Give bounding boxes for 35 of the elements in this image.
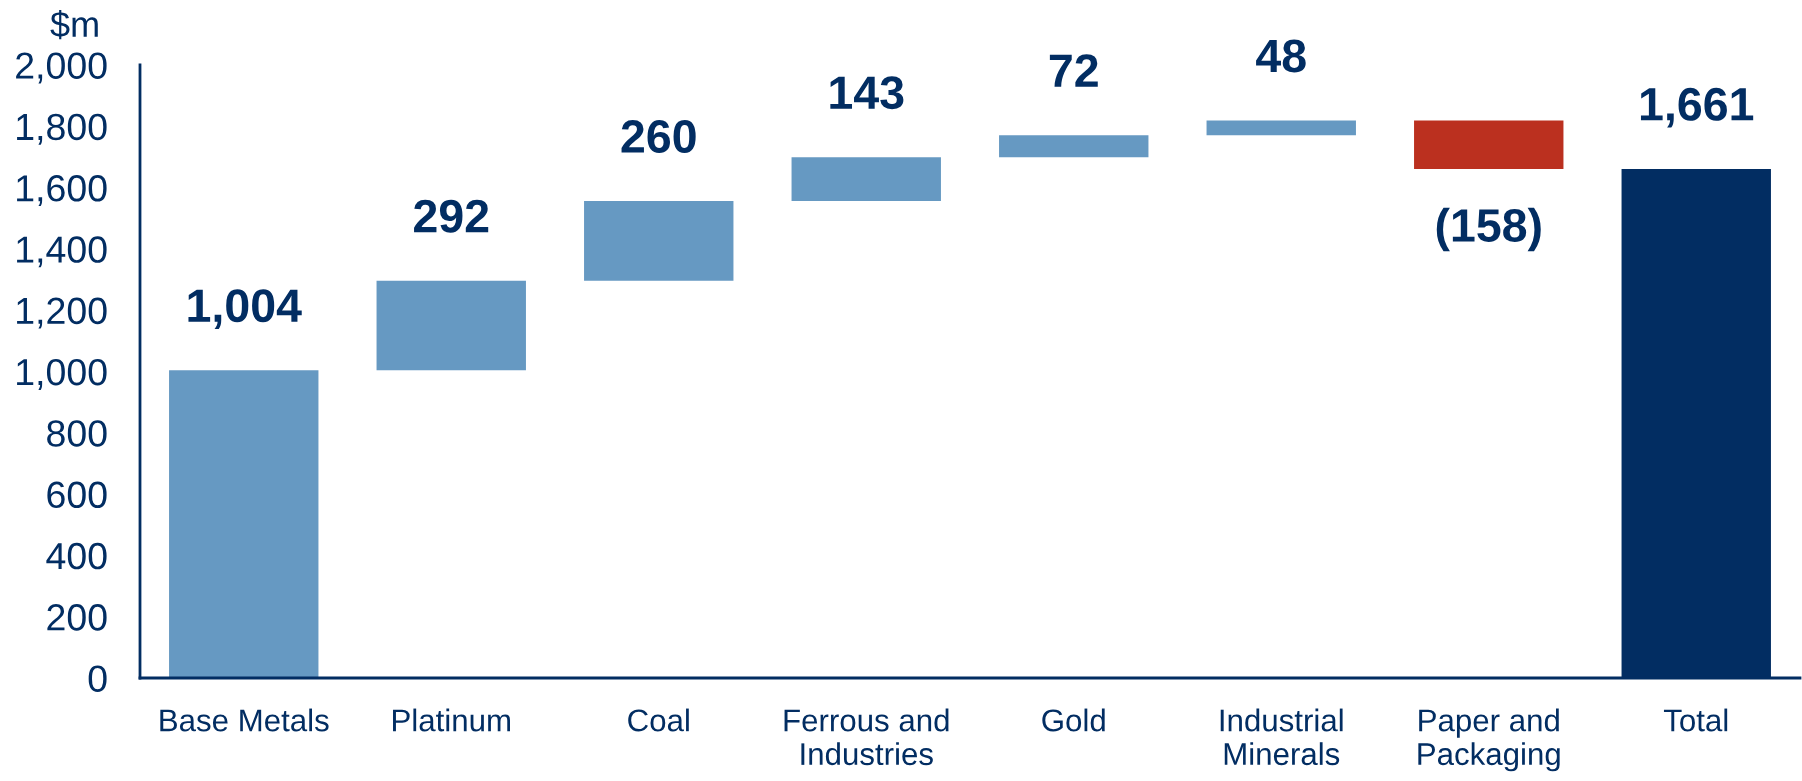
y-tick-label: 600 bbox=[47, 481, 107, 509]
data-label: 1,004 bbox=[188, 289, 302, 329]
y-tick-label: 1,200 bbox=[17, 297, 107, 329]
data-label: 48 bbox=[1256, 39, 1306, 73]
x-tick-label: Platinum bbox=[393, 708, 510, 732]
bar bbox=[791, 157, 941, 202]
data-label: 143 bbox=[830, 76, 904, 110]
y-tick-label: 1,400 bbox=[17, 236, 107, 268]
data-label: 72 bbox=[1049, 54, 1098, 87]
bar bbox=[999, 135, 1149, 158]
bar bbox=[169, 370, 319, 678]
x-tick-label: Coal bbox=[628, 708, 689, 732]
y-tick-label: 1,000 bbox=[17, 358, 107, 390]
y-tick-label: 1,800 bbox=[17, 113, 107, 145]
x-tick-label: Base Metals bbox=[160, 708, 329, 732]
y-tick-label: 400 bbox=[46, 542, 107, 570]
data-label: 1,661 bbox=[1640, 87, 1754, 128]
bar bbox=[584, 201, 734, 281]
x-tick-label: Gold bbox=[1042, 708, 1105, 732]
x-tick-label: Industrial Minerals bbox=[1220, 708, 1343, 766]
x-tick-label: Paper and Packaging bbox=[1418, 708, 1560, 772]
y-axis-title: $m bbox=[50, 10, 98, 40]
bar bbox=[1414, 120, 1564, 169]
y-tick-label: 800 bbox=[47, 420, 107, 447]
x-tick-label: Total bbox=[1663, 708, 1728, 732]
data-label: 292 bbox=[414, 199, 489, 233]
data-label: (158) bbox=[1436, 207, 1541, 252]
bar bbox=[1206, 120, 1356, 136]
bar bbox=[376, 280, 526, 371]
data-label: 260 bbox=[621, 120, 696, 153]
y-tick-label: 1,600 bbox=[17, 175, 107, 206]
y-tick-label: 0 bbox=[88, 665, 107, 692]
x-tick-label: Ferrous and Industries bbox=[784, 708, 949, 766]
y-tick-label: 200 bbox=[47, 604, 107, 631]
y-tick-label: 2,000 bbox=[16, 52, 107, 84]
